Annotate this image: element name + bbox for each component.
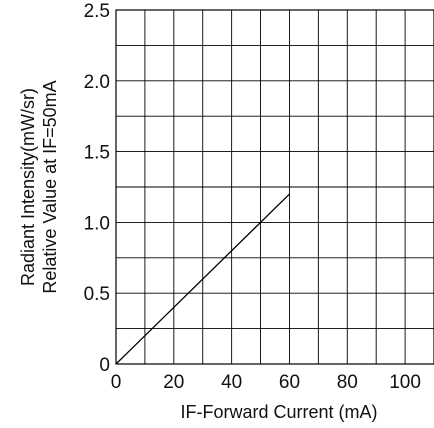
x-tick-label: 40: [221, 372, 242, 393]
y-axis-title-line-2: Relative Value at IF=50mA: [40, 80, 60, 293]
x-tick-label: 0: [111, 372, 122, 393]
series-line: [115, 193, 290, 365]
y-tick-label: 1.5: [84, 143, 110, 164]
y-tick-label: 1.0: [84, 213, 110, 234]
x-tick-label: 100: [389, 372, 421, 393]
x-tick-label: 20: [163, 372, 184, 393]
y-axis-title-line-1: Radiant Intensity(mW/sr): [18, 88, 38, 286]
y-tick-label: 0.5: [84, 284, 110, 305]
y-tick-label: 2.0: [84, 72, 110, 93]
x-tick-label: 60: [279, 372, 300, 393]
y-tick-label: 2.5: [84, 1, 110, 22]
y-tick-labels: 0.5 1.0 1.5 2.0 2.5: [84, 1, 110, 305]
series-layer: [115, 193, 290, 365]
x-tick-labels: 0 20 40 60 80 100: [111, 372, 421, 393]
x-tick-label: 80: [337, 372, 358, 393]
grid: [116, 10, 434, 364]
x-axis-title: IF-Forward Current (mA): [180, 402, 377, 422]
plot-frame: [115, 9, 434, 365]
origin-tick-label: 0: [99, 355, 110, 376]
